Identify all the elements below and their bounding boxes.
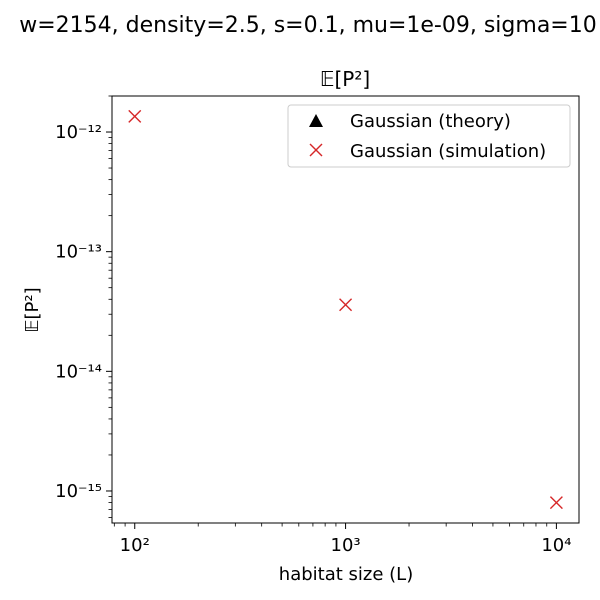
y-tick-label-1: 10⁻¹⁴ bbox=[55, 361, 102, 382]
data-marks bbox=[128, 109, 563, 510]
data-point-1-1 bbox=[339, 298, 353, 312]
figure-suptitle: w=2154, density=2.5, s=0.1, mu=1e-09, si… bbox=[19, 13, 596, 38]
x-axis-label: habitat size (L) bbox=[279, 564, 413, 585]
legend-label-simulation: Gaussian (simulation) bbox=[350, 141, 546, 162]
data-point-1-0 bbox=[128, 109, 142, 123]
x-tick-label-1: 10³ bbox=[331, 535, 361, 556]
y-axis-label: 𝔼[P²] bbox=[22, 287, 43, 332]
chart-title: 𝔼[P²] bbox=[320, 67, 370, 91]
legend-label-theory: Gaussian (theory) bbox=[350, 111, 511, 132]
legend-marker-x bbox=[309, 143, 323, 157]
legend-frame bbox=[287, 104, 571, 168]
data-point-1-2 bbox=[549, 496, 563, 510]
legend-marker-triangle bbox=[309, 114, 323, 127]
y-tick-label-3: 10⁻¹² bbox=[55, 122, 102, 143]
y-tick-label-0: 10⁻¹⁵ bbox=[55, 481, 102, 502]
y-tick-label-2: 10⁻¹³ bbox=[55, 242, 102, 263]
axis-ticks: 10² 10³ 10⁴ 10⁻¹⁵ 10⁻¹⁴ 10⁻¹³ 10⁻¹² bbox=[55, 95, 571, 556]
legend: Gaussian (theory) Gaussian (simulation) bbox=[287, 104, 571, 168]
x-tick-label-0: 10² bbox=[120, 535, 150, 556]
x-tick-label-2: 10⁴ bbox=[541, 535, 571, 556]
